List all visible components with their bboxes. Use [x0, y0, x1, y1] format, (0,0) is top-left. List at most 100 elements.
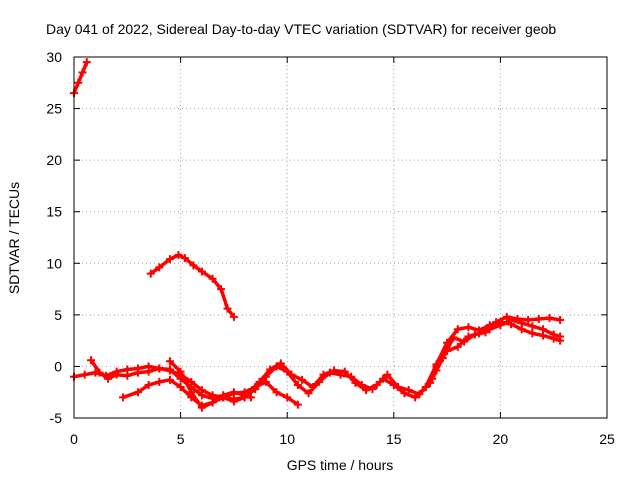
y-axis-label: SDTVAR / TECUs — [6, 182, 22, 294]
data-point — [556, 316, 565, 325]
data-point — [229, 389, 238, 398]
data-point — [133, 368, 142, 377]
data-point — [165, 255, 174, 264]
data-point — [287, 370, 296, 379]
data-point — [502, 312, 511, 321]
axis-ticks — [73, 56, 608, 419]
data-point — [197, 391, 206, 400]
data-point — [176, 383, 185, 392]
y-tick-label: 0 — [54, 358, 62, 374]
data-point — [464, 323, 473, 332]
data-point — [556, 332, 565, 341]
data-point — [155, 377, 164, 386]
data-point — [528, 322, 537, 331]
data-point — [432, 362, 441, 371]
data-point — [545, 313, 554, 322]
data-point — [449, 333, 458, 342]
data-point — [492, 318, 501, 327]
data-point — [197, 267, 206, 276]
data-point — [507, 316, 516, 325]
data-point — [362, 386, 371, 395]
data-point — [133, 388, 142, 397]
data-point — [208, 274, 217, 283]
data-point — [197, 403, 206, 412]
x-tick-label: 0 — [70, 431, 78, 447]
data-point — [443, 346, 452, 355]
series-points-trace-k — [432, 316, 565, 371]
data-point — [276, 359, 285, 368]
data-point — [155, 263, 164, 272]
data-point — [340, 367, 349, 376]
data-point — [304, 389, 313, 398]
data-point — [528, 329, 537, 338]
data-point — [208, 398, 217, 407]
data-point — [428, 374, 437, 383]
data-point — [82, 58, 91, 67]
data-point — [255, 377, 264, 386]
series-line-trace-a — [72, 60, 89, 95]
data-point — [283, 393, 292, 402]
x-tick-label: 10 — [279, 431, 295, 447]
data-point — [351, 378, 360, 387]
y-tick-label: 20 — [46, 152, 62, 168]
data-point — [146, 269, 155, 278]
y-tick-label: 30 — [46, 49, 62, 65]
data-point — [415, 390, 424, 399]
series-points-trace-h — [244, 359, 435, 399]
y-tick-label: 15 — [46, 204, 62, 220]
data-point — [219, 393, 228, 402]
data-point — [539, 325, 548, 334]
data-point — [78, 68, 87, 77]
data-point — [80, 370, 89, 379]
data-point — [308, 383, 317, 392]
data-point — [383, 370, 392, 379]
data-point — [293, 380, 302, 389]
data-point — [411, 393, 420, 402]
data-point — [95, 368, 104, 377]
x-tick-label: 5 — [177, 431, 185, 447]
data-point — [123, 371, 132, 380]
data-point — [165, 357, 174, 366]
y-tick-label: 25 — [46, 101, 62, 117]
data-point — [517, 319, 526, 328]
data-point — [144, 380, 153, 389]
data-point — [240, 393, 249, 402]
data-point — [223, 304, 232, 313]
data-point — [180, 254, 189, 263]
data-point — [475, 329, 484, 338]
data-point — [298, 375, 307, 384]
x-tick-label: 25 — [599, 431, 615, 447]
data-point — [293, 400, 302, 409]
data-point — [549, 330, 558, 339]
data-point — [453, 342, 462, 351]
data-point — [112, 370, 121, 379]
data-point — [421, 383, 430, 392]
data-point — [119, 393, 128, 402]
data-point — [187, 388, 196, 397]
x-tick-label: 15 — [386, 431, 402, 447]
data-point — [74, 78, 83, 87]
x-tick-label: 20 — [493, 431, 509, 447]
data-point — [453, 325, 462, 334]
data-point — [176, 367, 185, 376]
y-tick-label: 5 — [54, 307, 62, 323]
data-point — [174, 251, 183, 260]
data-point — [165, 375, 174, 384]
data-point — [464, 332, 473, 341]
data-point — [534, 314, 543, 323]
data-series — [70, 58, 565, 412]
data-point — [272, 388, 281, 397]
data-point — [330, 366, 339, 375]
data-point — [165, 365, 174, 374]
data-point — [394, 383, 403, 392]
y-tick-label: -5 — [50, 410, 63, 426]
x-axis-label: GPS time / hours — [287, 457, 394, 473]
data-point — [485, 325, 494, 334]
data-point — [104, 374, 113, 383]
data-point — [144, 367, 153, 376]
y-tick-label: 10 — [46, 255, 62, 271]
series-points-trace-f — [165, 357, 302, 412]
data-point — [319, 370, 328, 379]
tick-labels: 0 5 10 15 20 25 -5 0 5 10 15 20 25 30 — [46, 49, 615, 447]
